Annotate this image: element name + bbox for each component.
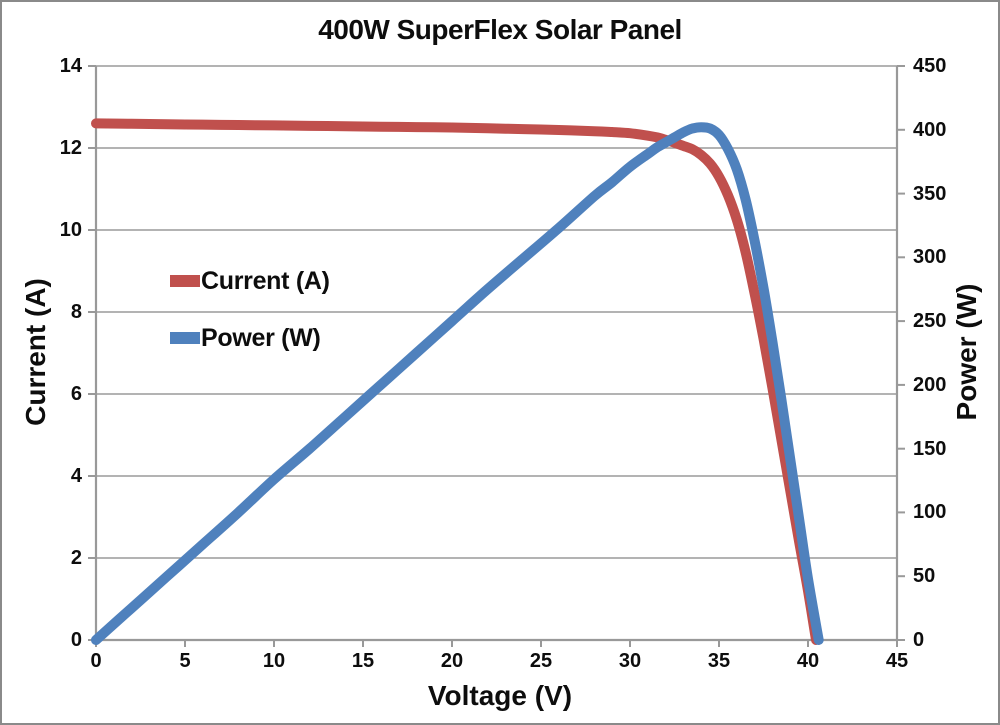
right-y-tick-label: 350	[913, 183, 947, 205]
right-y-axis-title: Power (W)	[951, 283, 982, 421]
chart-legend: Current (A) Power (W)	[170, 267, 330, 381]
x-tick-label: 25	[529, 650, 553, 672]
right-y-tick-label: 200	[913, 374, 947, 396]
left-y-tick-label: 8	[70, 301, 82, 323]
right-y-tick-label: 150	[913, 438, 947, 460]
right-y-tick-label: 250	[913, 310, 947, 332]
legend-label-power: Power (W)	[201, 323, 321, 352]
x-tick-label: 40	[796, 650, 820, 672]
right-y-tick-label: 450	[913, 55, 947, 77]
tick-mark-layer	[88, 65, 905, 647]
legend-entry-power: Power (W)	[170, 324, 330, 352]
axis-line-layer	[94, 66, 899, 642]
x-tick-label: 0	[90, 650, 102, 672]
current-series-line	[91, 118, 821, 645]
x-tick-label: 35	[707, 650, 731, 672]
right-y-tick-label: 100	[913, 501, 947, 523]
x-axis-title: Voltage (V)	[427, 680, 573, 711]
x-tick-label: 45	[885, 650, 909, 672]
series-layer	[91, 118, 824, 645]
x-tick-label: 15	[351, 650, 375, 672]
right-y-tick-label: 400	[913, 119, 947, 141]
left-y-axis-title: Current (A)	[20, 278, 51, 426]
x-tick-label: 20	[440, 650, 464, 672]
current-series-swatch	[170, 275, 200, 287]
left-y-tick-label: 12	[59, 137, 82, 159]
x-tick-label: 5	[179, 650, 191, 672]
left-y-tick-label: 6	[70, 383, 82, 405]
left-y-tick-label: 10	[59, 219, 82, 241]
x-tick-label: 10	[262, 650, 286, 672]
left-y-tick-label: 14	[59, 55, 82, 77]
chart-title: 400W SuperFlex Solar Panel	[318, 14, 682, 45]
left-y-tick-label: 0	[70, 629, 82, 651]
right-y-tick-label: 300	[913, 246, 947, 268]
left-y-tick-label: 4	[70, 465, 82, 487]
legend-label-current: Current (A)	[201, 266, 330, 295]
right-y-tick-label: 0	[913, 629, 925, 651]
x-tick-label: 30	[618, 650, 642, 672]
right-y-tick-label: 50	[913, 565, 936, 587]
power-series-swatch	[170, 332, 200, 344]
left-y-tick-label: 2	[70, 547, 82, 569]
power-series-line	[91, 122, 824, 645]
legend-entry-current: Current (A)	[170, 267, 330, 295]
